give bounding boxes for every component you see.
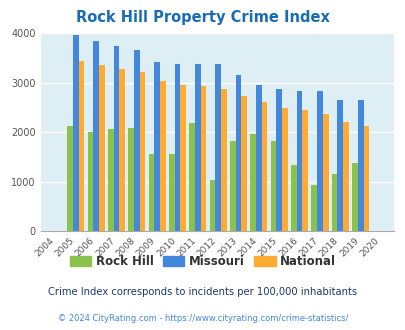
Bar (160, 81, 165, 231)
Bar (215, 64, 221, 231)
Bar (168, 154, 174, 231)
Bar (73, 35, 79, 231)
Bar (276, 89, 281, 231)
Bar (200, 86, 206, 231)
Legend: Rock Hill, Missouri, National: Rock Hill, Missouri, National (65, 250, 340, 273)
Bar (316, 91, 322, 231)
Bar (174, 64, 180, 231)
Bar (194, 64, 200, 231)
Bar (241, 96, 247, 231)
Bar (139, 72, 145, 231)
Text: Crime Index corresponds to incidents per 100,000 inhabitants: Crime Index corresponds to incidents per… (48, 287, 357, 297)
Bar (270, 141, 276, 231)
Bar (113, 47, 119, 231)
Bar (128, 128, 134, 231)
Bar (261, 102, 267, 231)
Text: Rock Hill Property Crime Index: Rock Hill Property Crime Index (76, 10, 329, 25)
Bar (337, 100, 342, 231)
Bar (351, 163, 357, 231)
Bar (180, 85, 185, 231)
Bar (93, 41, 99, 231)
Bar (87, 132, 93, 231)
Bar (322, 114, 328, 231)
Bar (357, 100, 362, 231)
Bar (119, 69, 125, 231)
Bar (250, 134, 256, 231)
Bar (134, 50, 139, 231)
Bar (230, 142, 235, 231)
Bar (79, 61, 84, 231)
Bar (296, 91, 302, 231)
Bar (331, 174, 337, 231)
Bar (67, 126, 73, 231)
Bar (342, 122, 348, 231)
Bar (209, 180, 215, 231)
Bar (189, 123, 194, 231)
Bar (281, 108, 287, 231)
Bar (221, 89, 226, 231)
Bar (108, 129, 113, 231)
Bar (154, 62, 160, 231)
Bar (290, 165, 296, 231)
Bar (99, 65, 104, 231)
Text: © 2024 CityRating.com - https://www.cityrating.com/crime-statistics/: © 2024 CityRating.com - https://www.city… (58, 314, 347, 323)
Bar (148, 154, 154, 231)
Bar (256, 85, 261, 231)
Bar (311, 185, 316, 231)
Bar (362, 126, 368, 231)
Bar (302, 110, 307, 231)
Bar (235, 75, 241, 231)
